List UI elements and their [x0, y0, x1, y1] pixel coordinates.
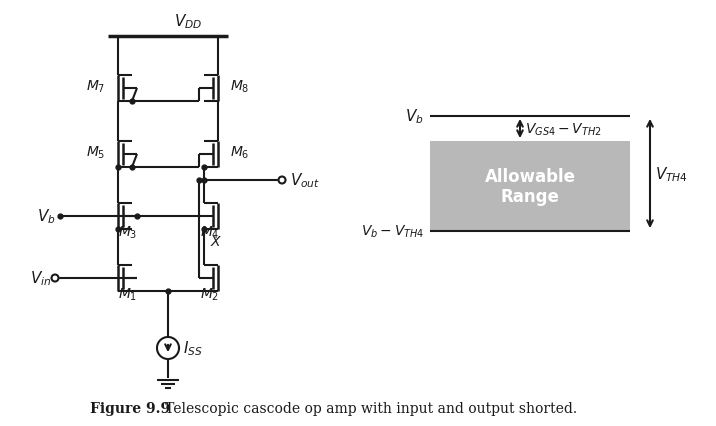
Text: $M_6$: $M_6$ [231, 144, 250, 161]
Text: $X$: $X$ [210, 234, 223, 248]
Text: $I_{SS}$: $I_{SS}$ [183, 339, 203, 357]
Text: Allowable
Range: Allowable Range [485, 167, 576, 206]
Text: $M_8$: $M_8$ [231, 79, 250, 95]
Text: $V_{DD}$: $V_{DD}$ [174, 12, 202, 31]
Text: $M_1$: $M_1$ [118, 286, 137, 302]
Text: $V_{in}$: $V_{in}$ [29, 269, 51, 288]
Text: Telescopic cascode op amp with input and output shorted.: Telescopic cascode op amp with input and… [152, 401, 577, 415]
Text: $M_2$: $M_2$ [200, 286, 220, 302]
Text: $V_{out}$: $V_{out}$ [290, 171, 320, 190]
Text: Figure 9.9: Figure 9.9 [90, 401, 170, 415]
Text: $V_b-V_{TH4}$: $V_b-V_{TH4}$ [361, 223, 424, 240]
Text: $V_{TH4}$: $V_{TH4}$ [655, 165, 688, 184]
Text: $M_4$: $M_4$ [200, 224, 220, 241]
Text: $M_5$: $M_5$ [87, 144, 106, 161]
Text: $M_7$: $M_7$ [87, 79, 106, 95]
Circle shape [52, 275, 59, 282]
Text: $V_b$: $V_b$ [37, 207, 56, 226]
Bar [430, 142, 630, 231]
Text: $V_b$: $V_b$ [405, 107, 424, 126]
Text: $M_3$: $M_3$ [118, 224, 137, 241]
Circle shape [279, 177, 286, 184]
Text: $V_{GS4}-V_{TH2}$: $V_{GS4}-V_{TH2}$ [525, 121, 601, 137]
